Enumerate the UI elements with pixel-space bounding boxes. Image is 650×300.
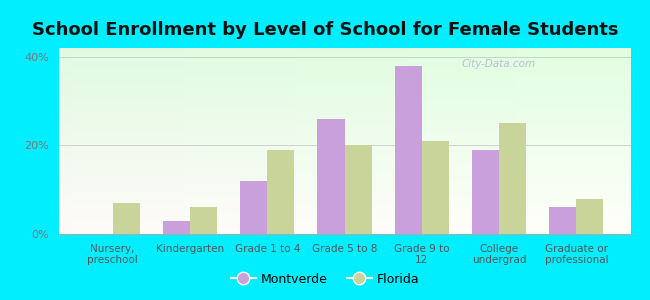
Bar <box>422 141 449 234</box>
Bar <box>395 66 422 234</box>
Bar <box>472 150 499 234</box>
Bar <box>317 119 344 234</box>
Text: School Enrollment by Level of School for Female Students: School Enrollment by Level of School for… <box>32 21 618 39</box>
Bar <box>577 199 603 234</box>
Bar <box>112 203 140 234</box>
Bar <box>240 181 267 234</box>
Legend: Montverde, Florida: Montverde, Florida <box>226 268 424 291</box>
Bar <box>267 150 294 234</box>
Bar <box>549 207 577 234</box>
Bar <box>163 221 190 234</box>
Bar <box>344 146 372 234</box>
Bar <box>499 123 526 234</box>
Bar <box>190 207 217 234</box>
Text: City-Data.com: City-Data.com <box>462 58 536 69</box>
